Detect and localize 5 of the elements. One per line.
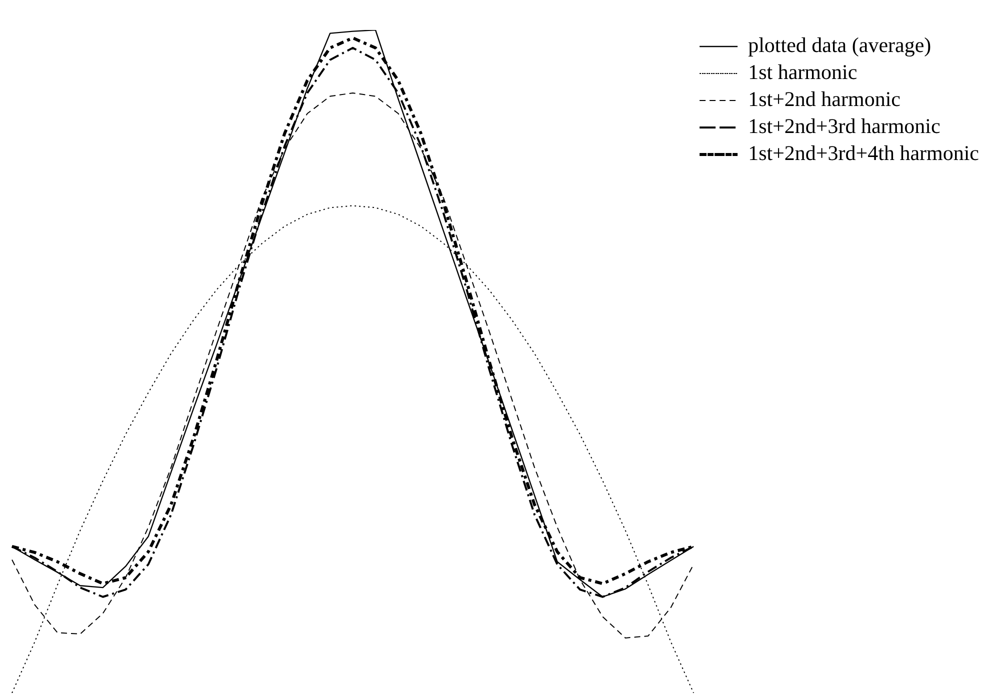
legend-label: plotted data (average) (748, 33, 932, 58)
legend-label: 1st+2nd+3rd harmonic (748, 114, 940, 138)
legend-label: 1st harmonic (748, 60, 858, 84)
legend-label: 1st+2nd+3rd+4th harmonic (748, 141, 980, 166)
legend-label: 1st+2nd harmonic (748, 87, 900, 112)
